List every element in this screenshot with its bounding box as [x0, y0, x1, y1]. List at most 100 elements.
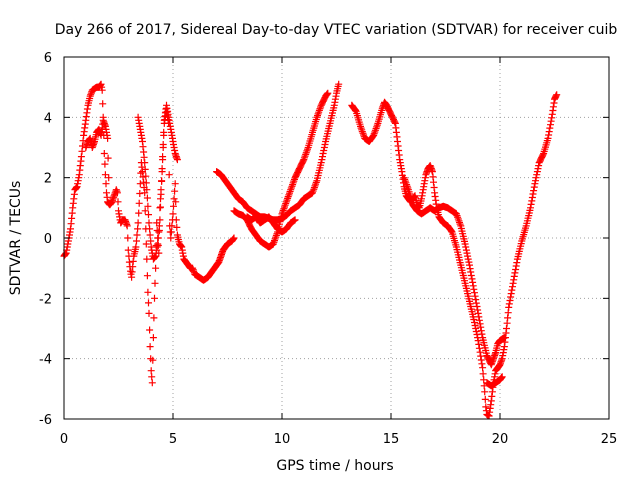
data-point [135, 199, 143, 207]
data-point [547, 117, 555, 125]
data-point [143, 255, 151, 263]
data-point [158, 177, 166, 185]
data-point [530, 187, 538, 195]
data-point [146, 343, 154, 351]
data-point [149, 334, 157, 342]
data-point [284, 193, 292, 201]
data-point [100, 150, 108, 157]
data-point [454, 213, 462, 221]
data-point [170, 202, 177, 210]
data-point [156, 216, 164, 224]
series-trace [400, 174, 508, 369]
data-point [69, 204, 77, 212]
data-point [75, 174, 83, 182]
data-point [145, 211, 152, 219]
data-point [87, 91, 95, 99]
data-point [148, 379, 156, 387]
data-point [133, 237, 140, 245]
data-point [512, 266, 520, 273]
data-point [104, 134, 112, 142]
data-point [472, 328, 480, 335]
data-point [141, 165, 149, 173]
data-point [99, 100, 107, 108]
data-point [160, 128, 168, 136]
data-point [173, 156, 181, 164]
data-point [98, 86, 106, 94]
data-point [304, 145, 311, 153]
data-point [145, 309, 153, 317]
data-point [141, 207, 149, 215]
data-point [157, 203, 164, 211]
data-point [143, 186, 151, 194]
data-point [500, 334, 508, 342]
data-point [320, 147, 328, 154]
x-tick-label: 25 [601, 432, 618, 447]
data-point [136, 190, 144, 197]
x-axis-title: GPS time / hours [276, 458, 393, 474]
data-point [533, 171, 541, 179]
y-tick-label: 4 [44, 111, 52, 126]
data-point [498, 373, 506, 381]
data-point [136, 180, 144, 188]
data-point [170, 195, 178, 203]
data-point [172, 198, 180, 206]
data-point [157, 190, 165, 198]
data-point [528, 197, 536, 205]
data-point [146, 326, 154, 334]
data-point [142, 240, 150, 248]
data-point [124, 246, 132, 254]
data-point [309, 187, 317, 195]
data-point [168, 222, 176, 230]
data-point [513, 259, 521, 267]
data-point [511, 269, 519, 277]
data-marks [60, 80, 561, 420]
data-point [480, 376, 488, 384]
data-point [99, 116, 107, 124]
y-tick-label: 6 [44, 51, 52, 66]
data-point [470, 316, 478, 323]
data-point [291, 216, 299, 224]
y-tick-label: -2 [39, 292, 52, 307]
data-point [324, 89, 332, 97]
data-point [101, 160, 109, 168]
data-point [155, 222, 163, 230]
axis-ticks [63, 56, 610, 420]
data-point [335, 80, 343, 88]
x-tick-label: 5 [169, 432, 177, 447]
data-point [391, 118, 399, 126]
y-tick-label: 2 [44, 172, 52, 187]
y-tick-label: -6 [39, 413, 52, 428]
data-point [317, 159, 325, 167]
data-point [154, 234, 162, 242]
data-point [301, 152, 309, 160]
data-point [158, 165, 166, 173]
data-point [152, 264, 160, 272]
data-point [545, 131, 553, 139]
data-point [134, 225, 142, 233]
data-point [144, 202, 152, 210]
data-point [464, 255, 472, 263]
data-point [279, 206, 287, 214]
series-trace [243, 213, 299, 236]
data-point [509, 279, 517, 287]
data-point [145, 299, 152, 307]
data-point [134, 219, 142, 227]
data-point [143, 272, 151, 280]
data-point [530, 183, 538, 191]
data-point [147, 367, 155, 375]
data-point [462, 243, 470, 251]
data-point [154, 240, 162, 248]
data-point [478, 360, 486, 368]
data-point [81, 124, 89, 132]
data-point [159, 141, 167, 148]
data-point [142, 172, 150, 180]
data-point [113, 189, 121, 197]
data-point [230, 234, 238, 242]
data-point [481, 388, 489, 396]
data-point [171, 180, 179, 188]
data-point [505, 300, 513, 308]
data-point [150, 314, 158, 322]
data-point [479, 370, 487, 378]
series-trace [134, 101, 181, 263]
